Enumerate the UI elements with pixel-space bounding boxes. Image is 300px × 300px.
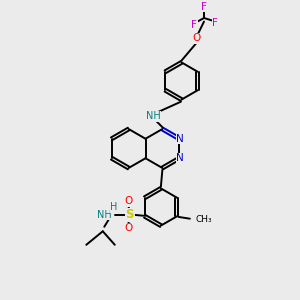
Text: NH: NH xyxy=(146,111,161,122)
Text: F: F xyxy=(201,2,207,12)
Text: CH₃: CH₃ xyxy=(196,215,212,224)
Text: O: O xyxy=(124,223,132,233)
Text: S: S xyxy=(125,208,134,221)
Text: N: N xyxy=(176,134,184,144)
Text: NH: NH xyxy=(97,210,112,220)
Text: H: H xyxy=(110,202,118,212)
Text: N: N xyxy=(176,153,184,163)
Text: O: O xyxy=(124,196,132,206)
Text: O: O xyxy=(192,33,201,43)
Text: F: F xyxy=(191,20,197,30)
Text: F: F xyxy=(212,18,218,28)
